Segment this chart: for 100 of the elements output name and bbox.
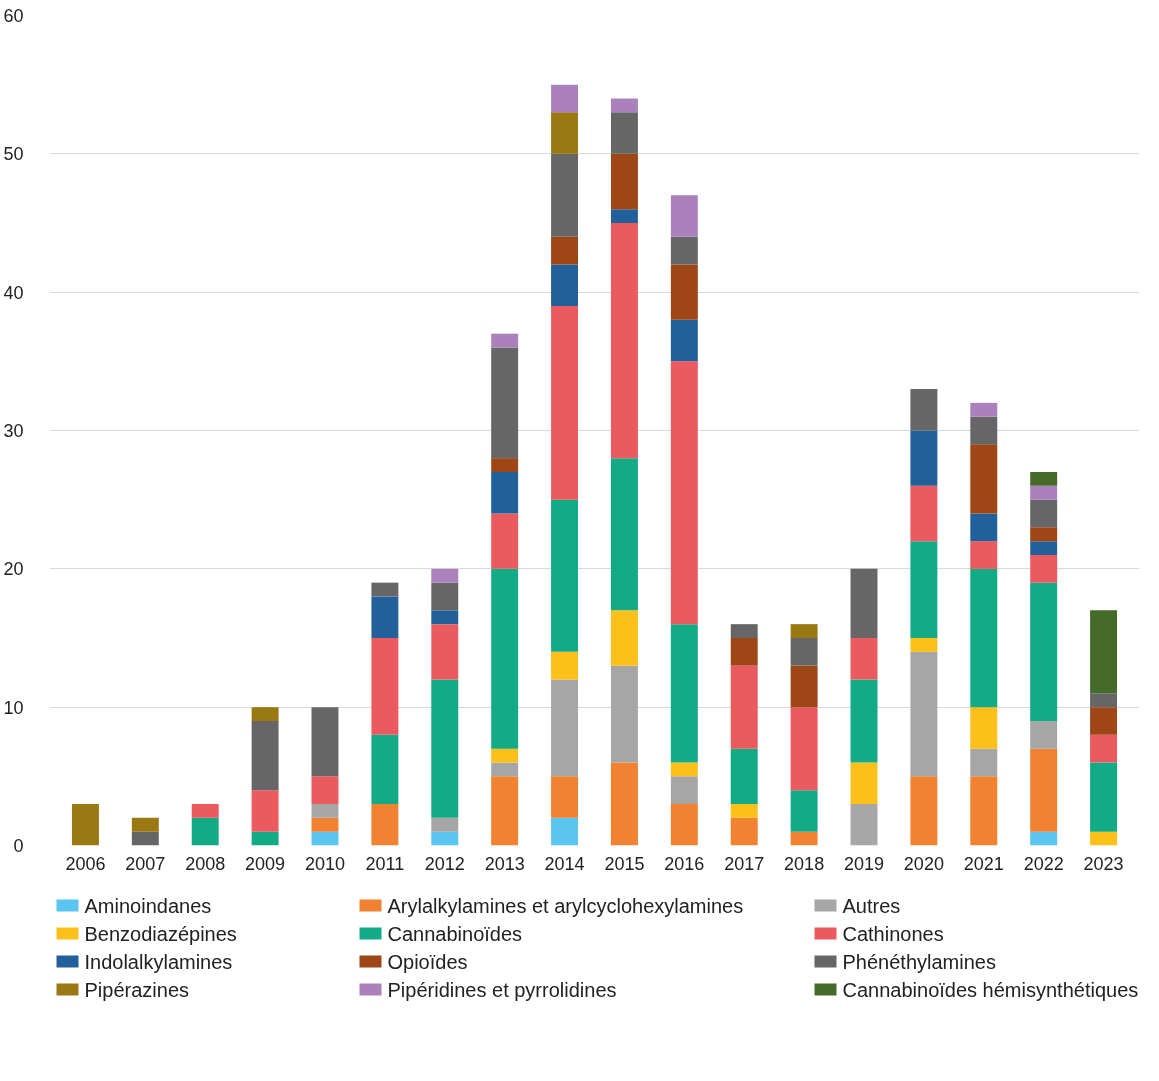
x-tick-label: 2008 xyxy=(185,853,226,874)
x-tick-label: 2006 xyxy=(65,853,106,874)
y-tick-label: 10 xyxy=(3,697,24,718)
x-tick-label: 2012 xyxy=(424,853,465,874)
bar xyxy=(670,319,698,362)
bar xyxy=(491,347,519,459)
bar xyxy=(730,804,758,818)
bar xyxy=(670,361,698,625)
bar xyxy=(670,804,698,846)
x-tick-label: 2019 xyxy=(843,853,885,874)
bar xyxy=(790,624,818,638)
bar xyxy=(551,153,579,237)
bar xyxy=(790,638,818,666)
x-tick-label: 2011 xyxy=(365,853,405,874)
bar xyxy=(191,817,219,846)
bar xyxy=(491,762,519,777)
bar xyxy=(251,707,279,721)
x-tick-label: 2015 xyxy=(604,853,645,874)
bar xyxy=(970,748,998,777)
bar xyxy=(491,513,519,569)
bar xyxy=(970,416,998,445)
bar xyxy=(551,817,579,846)
bar xyxy=(910,430,938,486)
bar xyxy=(1030,499,1058,528)
bar xyxy=(610,762,638,846)
bar xyxy=(1090,693,1118,708)
x-tick-label: 2007 xyxy=(125,853,166,874)
x-tick-label: 2022 xyxy=(1023,853,1064,874)
x-tick-label: 2010 xyxy=(304,853,346,874)
bar xyxy=(1090,762,1118,832)
bar xyxy=(71,804,99,846)
bar xyxy=(610,98,638,113)
bar xyxy=(1030,721,1058,749)
bar xyxy=(790,831,818,846)
bar xyxy=(311,707,339,777)
bar xyxy=(371,804,399,846)
bar xyxy=(970,707,998,749)
legend-label: Indolalkylamines xyxy=(84,950,233,973)
legend-label: Autres xyxy=(842,894,901,917)
bar xyxy=(491,568,519,749)
bar xyxy=(311,804,339,818)
bar xyxy=(670,264,698,320)
bar xyxy=(910,776,938,846)
bar xyxy=(251,721,279,791)
bar xyxy=(431,582,459,611)
bar xyxy=(610,610,638,666)
bar xyxy=(551,236,579,265)
bar xyxy=(1030,472,1058,486)
y-tick-label: 0 xyxy=(13,836,24,856)
x-tick-label: 2013 xyxy=(484,853,525,874)
legend-label: Pipéridines et pyrrolidines xyxy=(387,978,617,1001)
bar xyxy=(491,333,519,348)
bar xyxy=(1030,555,1058,583)
bar xyxy=(670,762,698,777)
bar xyxy=(910,485,938,542)
y-tick-label: 60 xyxy=(3,6,24,26)
bar xyxy=(970,513,998,542)
bar xyxy=(1030,527,1058,542)
bar xyxy=(551,776,579,818)
bar xyxy=(551,306,579,500)
bar xyxy=(790,707,818,791)
bar xyxy=(730,638,758,666)
bar xyxy=(610,153,638,210)
bar xyxy=(311,831,339,846)
x-tick-label: 2021 xyxy=(963,853,1004,874)
legend-label: Cannabinoïdes hémisynthétiques xyxy=(842,978,1139,1001)
bar xyxy=(1030,748,1058,832)
legend-label: Benzodiazépines xyxy=(84,922,237,945)
bar xyxy=(670,236,698,265)
bar xyxy=(790,790,818,832)
bar xyxy=(850,638,878,680)
x-tick-label: 2016 xyxy=(664,853,705,874)
bar xyxy=(131,831,159,846)
legend-label: Cathinones xyxy=(842,922,944,945)
bar xyxy=(551,112,579,154)
legend-label: Opioïdes xyxy=(387,950,468,973)
bar xyxy=(910,541,938,638)
bar xyxy=(730,624,758,638)
bar xyxy=(551,679,579,777)
x-tick-label: 2018 xyxy=(784,853,825,874)
bar xyxy=(790,665,818,708)
bar xyxy=(551,499,579,652)
bar xyxy=(551,84,579,113)
x-tick-label: 2017 xyxy=(724,853,765,874)
bar xyxy=(730,748,758,804)
bar xyxy=(1090,734,1118,763)
bar xyxy=(431,610,459,625)
bar xyxy=(551,651,579,680)
bar xyxy=(910,651,938,777)
bar xyxy=(311,817,339,832)
bar xyxy=(491,472,519,514)
bar xyxy=(610,665,638,763)
bar xyxy=(970,444,998,514)
x-tick-label: 2020 xyxy=(903,853,944,874)
bar xyxy=(670,624,698,763)
bar xyxy=(1030,541,1058,555)
y-tick-label: 20 xyxy=(3,559,24,580)
bar xyxy=(1030,582,1058,721)
legend-label: Arylalkylamines et arylcyclohexylamines xyxy=(387,894,744,917)
bar xyxy=(251,790,279,832)
